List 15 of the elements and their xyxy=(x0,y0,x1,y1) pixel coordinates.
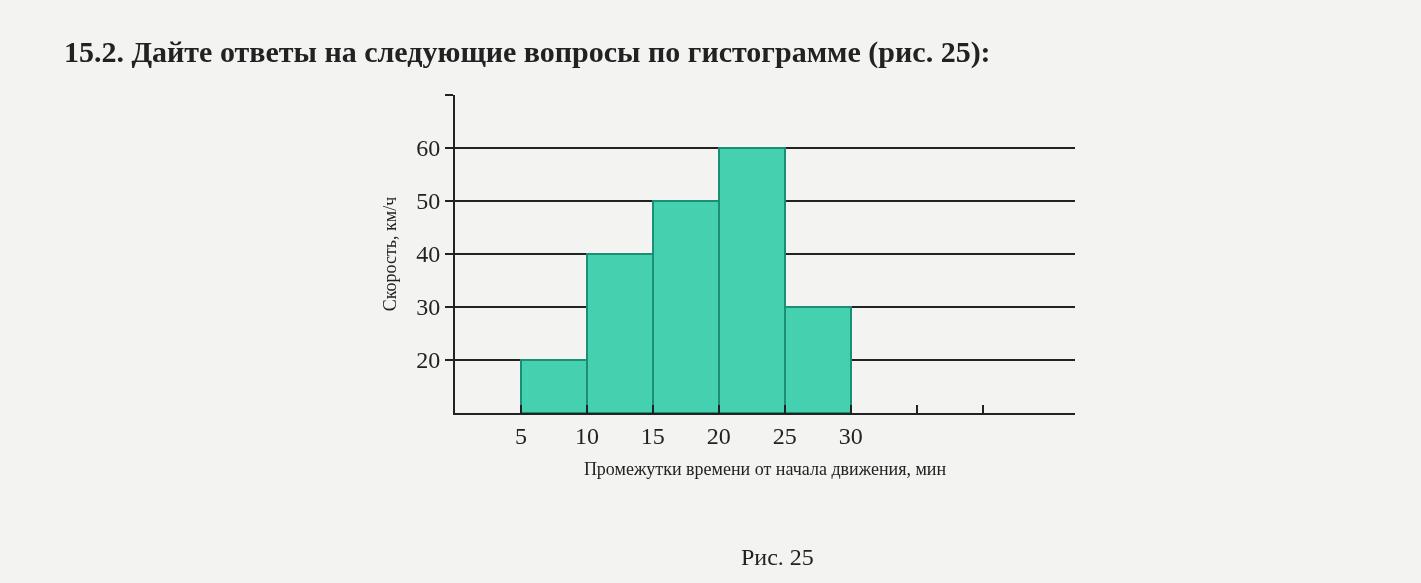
chart-title: 15.2. Дайте ответы на следующие вопросы по гистограмме (рис. 25): xyxy=(63,34,991,69)
x-tick-label: 25 xyxy=(772,422,797,449)
y-tick-label: 50 xyxy=(416,188,441,215)
y-tick-label: 30 xyxy=(416,294,441,321)
x-axis-title: Промежутки времени от начала движения, мин xyxy=(583,459,947,480)
y-tick-label: 20 xyxy=(416,347,441,374)
x-tick-label: 5 xyxy=(514,422,527,449)
x-tick-label: 20 xyxy=(706,422,731,449)
y-tick-label: 40 xyxy=(416,241,441,268)
x-tick-label: 10 xyxy=(574,422,599,449)
x-tick-label: 30 xyxy=(838,422,863,449)
y-tick-label: 60 xyxy=(416,135,441,162)
text: Рис. 25 xyxy=(741,544,814,570)
y-axis-title: Скорость, км/ч xyxy=(379,196,400,312)
x-tick-label: 15 xyxy=(640,422,665,449)
